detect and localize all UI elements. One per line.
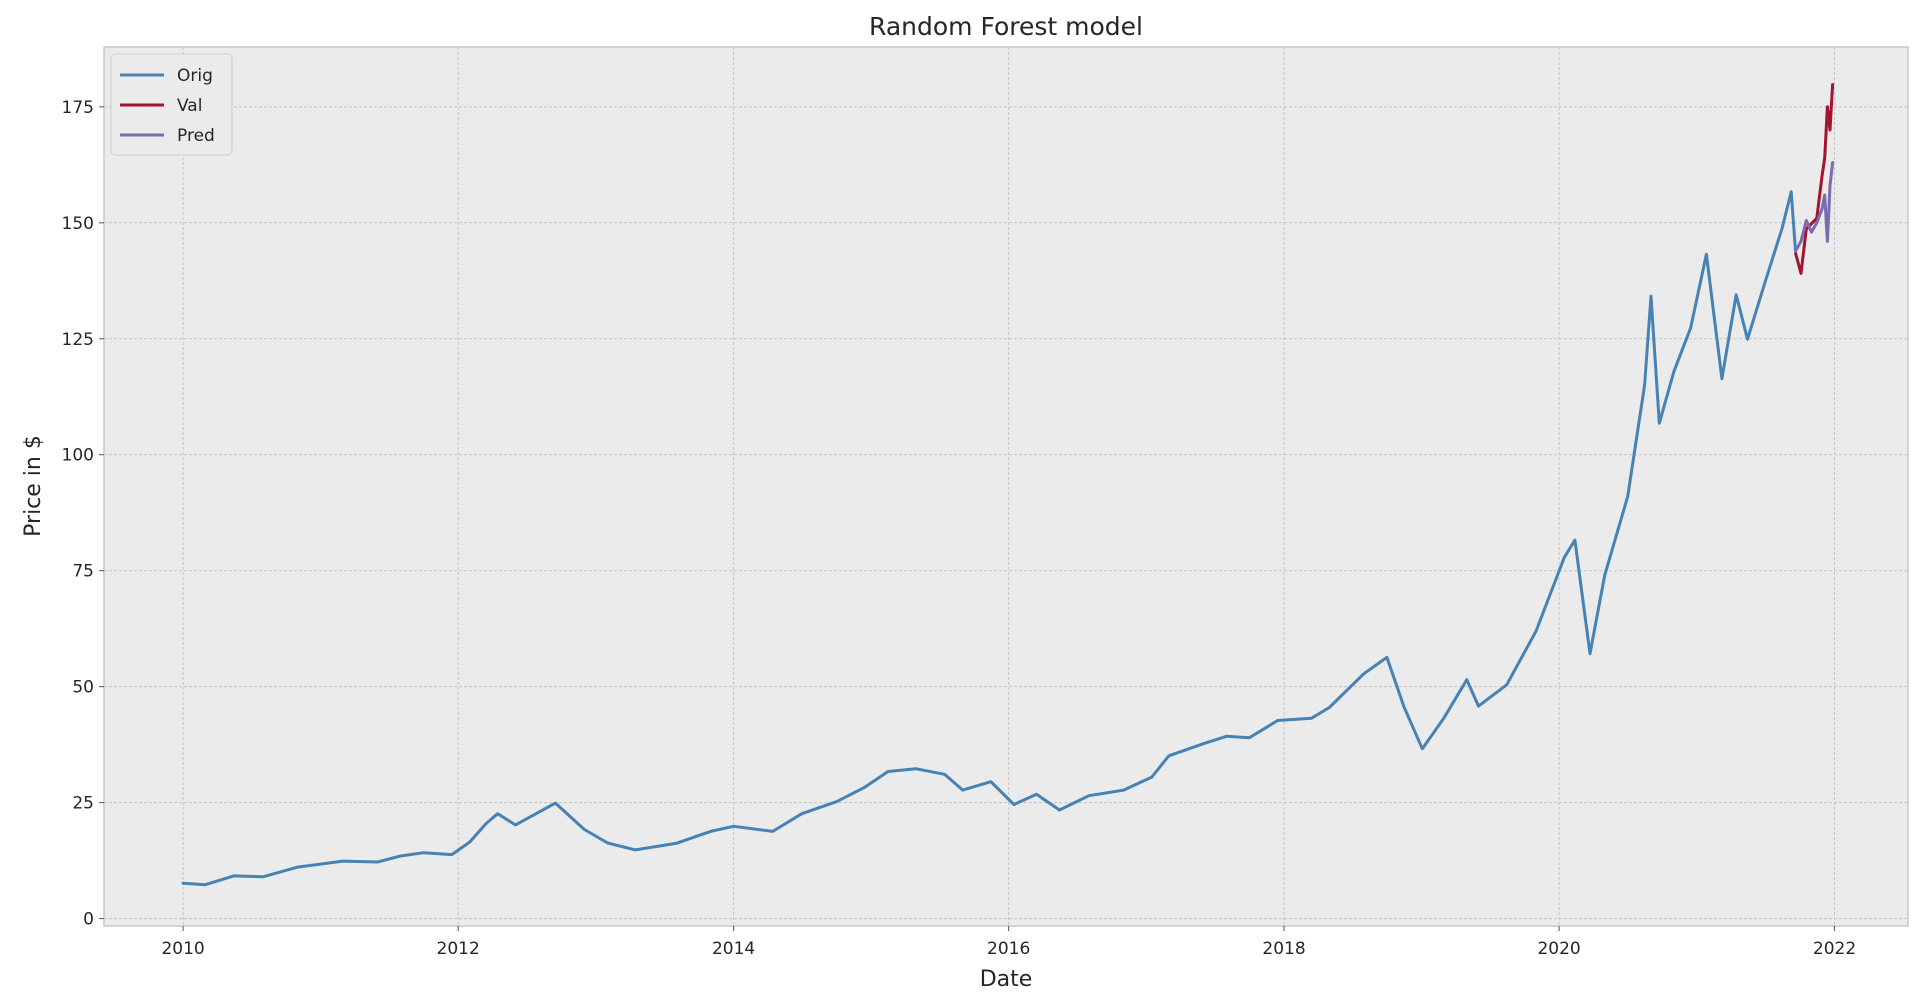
- y-tick-label: 0: [83, 910, 94, 930]
- y-tick-label: 150: [62, 214, 94, 234]
- y-tick-label: 25: [72, 794, 94, 814]
- series-line-orig: [181, 190, 1798, 887]
- series-layer: [181, 83, 1835, 887]
- x-tick-label: 2012: [437, 939, 480, 959]
- plot-frame: [103, 46, 1909, 927]
- legend-label-orig: Orig: [177, 66, 213, 86]
- x-tick-label: 2010: [161, 939, 204, 959]
- legend-box: [110, 53, 233, 156]
- series-line-pred: [1794, 161, 1835, 253]
- y-gridlines: [104, 106, 1908, 920]
- y-axis-ticks: 0 25 50 75 100 125 150 175: [62, 98, 104, 930]
- x-axis-label: Date: [980, 967, 1033, 992]
- y-tick-label: 75: [72, 562, 94, 582]
- chart-title: Random Forest model: [869, 12, 1143, 41]
- y-tick-label: 125: [62, 330, 94, 350]
- y-tick-label: 175: [62, 98, 94, 118]
- y-tick-label: 100: [62, 446, 94, 466]
- x-tick-label: 2018: [1262, 939, 1305, 959]
- series-line-val: [1794, 83, 1835, 275]
- x-tick-label: 2020: [1537, 939, 1580, 959]
- x-tick-label: 2022: [1813, 939, 1856, 959]
- x-tick-label: 2014: [712, 939, 755, 959]
- y-axis-label: Price in $: [21, 435, 46, 537]
- x-axis-ticks: 2010 2012 2014 2016 2018 2020 2022: [161, 926, 1856, 959]
- x-tick-label: 2016: [987, 939, 1030, 959]
- legend: Orig Val Pred: [110, 53, 233, 156]
- y-tick-label: 50: [72, 678, 94, 698]
- legend-label-val: Val: [177, 96, 202, 116]
- legend-label-pred: Pred: [177, 126, 215, 146]
- plot-background: [104, 47, 1908, 926]
- x-gridlines: [182, 47, 1836, 926]
- plot-area: [103, 46, 1909, 927]
